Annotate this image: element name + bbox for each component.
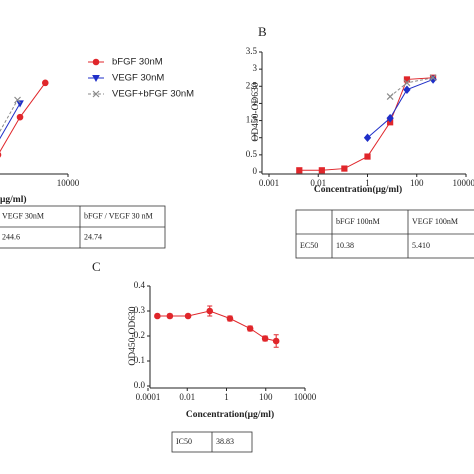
y-tick-label: 0.0 [134, 380, 146, 390]
marker [166, 312, 174, 320]
panel-label: B [258, 24, 267, 39]
marker [403, 79, 411, 87]
series-line [0, 103, 21, 140]
table-row-label: EC50 [300, 241, 318, 250]
x-tick-label: 1 [224, 392, 229, 402]
y-tick-label: 3 [253, 63, 258, 73]
y-tick-label: 0.2 [134, 330, 145, 340]
x-tick-label: 100 [259, 392, 273, 402]
marker [364, 153, 371, 160]
table-header: bFGF 100nM [336, 217, 380, 226]
x-tick-label: 100 [410, 178, 424, 188]
y-tick-label: 0.4 [134, 280, 146, 290]
y-axis-label: OD450-OD630 [251, 82, 261, 141]
y-axis-label: OD450-OD630 [128, 306, 138, 365]
marker [386, 93, 394, 100]
y-tick-label: 0.3 [134, 305, 146, 315]
series-line [157, 310, 277, 342]
marker [154, 312, 161, 320]
marker [16, 113, 24, 121]
table-cell: 5.410 [412, 241, 430, 250]
x-tick-label: 0.001 [259, 178, 279, 188]
marker [16, 100, 24, 108]
x-tick-label: 0.01 [179, 392, 195, 402]
y-tick-label: 1.5 [246, 115, 258, 125]
table-cell: 10.38 [336, 241, 354, 250]
marker [403, 85, 411, 94]
marker [206, 307, 214, 315]
x-axis-label: μg/ml) [0, 194, 27, 205]
legend-label: VEGF+bFGF 30nM [112, 89, 194, 100]
y-tick-label: 0.5 [246, 149, 258, 159]
x-axis-label: Concentration(μg/ml) [314, 184, 402, 195]
marker [41, 79, 49, 87]
series-line [367, 78, 434, 139]
marker [92, 58, 100, 66]
y-tick-label: 2.5 [246, 80, 258, 90]
table-cell: 38.83 [216, 437, 234, 446]
marker [226, 315, 234, 322]
y-tick-label: 1 [253, 132, 258, 142]
marker [363, 133, 372, 142]
table-header: VEGF 100nM [412, 217, 458, 226]
x-tick-label: 10000 [294, 392, 317, 402]
table-cell: 24.74 [84, 232, 102, 241]
marker [341, 165, 348, 172]
table-row-label: IC50 [176, 437, 192, 446]
marker [184, 312, 192, 320]
x-tick-label: 10000 [57, 178, 80, 188]
marker [386, 113, 394, 123]
marker [318, 167, 325, 174]
legend-label: bFGF 30nM [112, 57, 163, 68]
y-tick-label: 2 [253, 97, 258, 107]
series-line [389, 77, 434, 97]
marker [14, 96, 21, 104]
marker [272, 337, 280, 345]
series-line [0, 99, 18, 133]
x-tick-label: 0.0001 [136, 392, 161, 402]
table-header: bFGF / VEGF 30 nM [84, 211, 153, 220]
panel-label: C [92, 259, 101, 274]
marker [261, 335, 269, 342]
table-cell: 244.6 [2, 232, 20, 241]
x-tick-label: 1 [365, 178, 370, 188]
marker [92, 90, 100, 98]
marker [0, 152, 2, 158]
marker [429, 74, 437, 82]
legend-label: VEGF 30nM [112, 73, 164, 84]
marker [296, 167, 303, 174]
y-tick-label: 3.5 [246, 46, 258, 56]
y-tick-label: 0 [253, 166, 258, 176]
table-header: VEGF 30nM [2, 211, 44, 220]
marker [92, 75, 100, 83]
x-axis-label: Concentration(μg/ml) [186, 409, 274, 420]
y-tick-label: 0.1 [134, 355, 145, 365]
marker [246, 325, 254, 332]
x-tick-label: 0.01 [310, 178, 326, 188]
